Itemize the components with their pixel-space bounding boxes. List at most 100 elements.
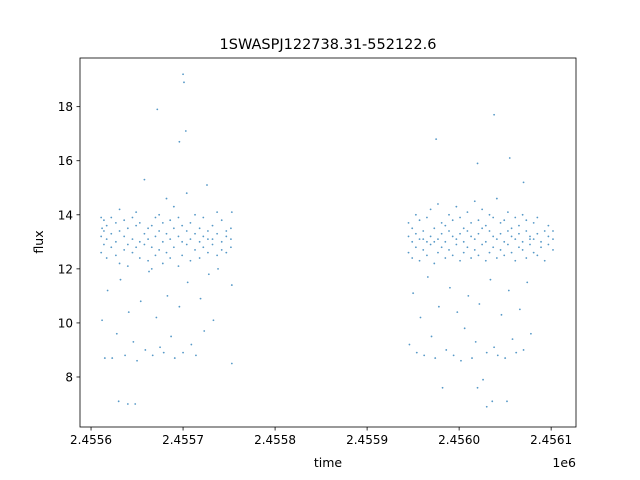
- data-point: [158, 213, 161, 216]
- data-point: [138, 257, 141, 259]
- data-point: [473, 200, 476, 203]
- data-point: [503, 219, 506, 222]
- y-axis-label: flux: [31, 230, 46, 253]
- data-point: [478, 303, 481, 305]
- data-point: [532, 222, 535, 224]
- data-point: [181, 224, 184, 227]
- data-point: [477, 254, 480, 257]
- y-tick-label: 16: [58, 154, 73, 168]
- data-point: [426, 216, 428, 219]
- data-point: [433, 262, 436, 265]
- data-point: [429, 235, 432, 238]
- data-point: [525, 230, 528, 232]
- data-point: [123, 249, 126, 251]
- data-point: [207, 251, 209, 254]
- data-point: [169, 219, 172, 222]
- data-point: [165, 232, 168, 235]
- data-point: [412, 292, 415, 295]
- data-point: [216, 254, 219, 257]
- data-point: [506, 400, 508, 403]
- data-point: [199, 297, 202, 300]
- data-point: [105, 238, 108, 241]
- data-point: [166, 294, 169, 297]
- data-point: [158, 230, 161, 232]
- data-point: [495, 197, 498, 200]
- data-point: [547, 235, 550, 238]
- data-point: [147, 227, 149, 230]
- y-tick-label: 8: [65, 370, 73, 384]
- data-point: [143, 232, 146, 235]
- data-point: [127, 311, 130, 314]
- data-point: [540, 240, 542, 243]
- data-point: [530, 332, 532, 335]
- data-point: [158, 249, 161, 251]
- x-tick-label: 2.4556: [70, 433, 112, 447]
- data-point: [511, 338, 514, 341]
- data-point: [162, 351, 165, 354]
- data-point: [485, 351, 488, 354]
- data-point: [154, 235, 157, 238]
- data-point: [514, 238, 517, 241]
- data-point: [185, 192, 188, 195]
- data-point: [169, 238, 172, 241]
- data-point: [138, 240, 141, 243]
- data-point: [151, 354, 154, 357]
- data-point: [123, 235, 126, 238]
- data-point: [126, 243, 129, 246]
- data-point: [491, 400, 494, 403]
- data-point: [455, 205, 458, 208]
- data-point: [507, 243, 509, 246]
- x-tick-label: 2.4559: [346, 433, 388, 447]
- data-point: [414, 246, 417, 249]
- data-point: [126, 265, 129, 268]
- data-point: [147, 238, 149, 241]
- data-point: [117, 400, 120, 403]
- data-point: [101, 319, 103, 322]
- data-point: [552, 238, 554, 241]
- data-point: [445, 349, 448, 351]
- data-point: [131, 216, 134, 219]
- data-point: [123, 219, 126, 222]
- data-point: [525, 257, 528, 259]
- data-point: [105, 224, 108, 227]
- data-point: [435, 138, 438, 140]
- data-point: [411, 240, 414, 243]
- data-point: [100, 235, 103, 238]
- x-axis-label: time: [314, 455, 343, 470]
- data-point: [441, 386, 444, 389]
- data-point: [115, 332, 118, 335]
- data-point: [198, 257, 201, 259]
- data-point: [518, 232, 520, 235]
- data-point: [448, 230, 450, 232]
- data-point: [484, 240, 487, 243]
- data-point: [154, 216, 157, 219]
- data-point: [178, 305, 181, 308]
- data-point: [211, 238, 214, 241]
- data-point: [111, 357, 114, 359]
- x-tick-label: 2.4558: [254, 433, 296, 447]
- data-point: [529, 238, 531, 241]
- data-point: [169, 257, 172, 259]
- data-point: [466, 246, 469, 249]
- data-point: [499, 222, 502, 224]
- data-point: [459, 232, 461, 235]
- data-point: [532, 251, 535, 254]
- data-point: [510, 235, 513, 238]
- data-point: [492, 216, 495, 219]
- data-point: [430, 335, 433, 338]
- data-point: [489, 278, 492, 281]
- data-point: [135, 246, 138, 249]
- data-point: [110, 246, 113, 249]
- data-point: [202, 216, 205, 219]
- data-point: [110, 232, 113, 235]
- data-point: [103, 219, 105, 222]
- data-point: [433, 240, 436, 243]
- data-point: [144, 349, 147, 351]
- data-point: [488, 213, 491, 216]
- data-point: [118, 262, 121, 265]
- data-point: [492, 235, 495, 238]
- data-point: [159, 346, 161, 349]
- data-point: [225, 230, 228, 232]
- data-point: [408, 343, 411, 346]
